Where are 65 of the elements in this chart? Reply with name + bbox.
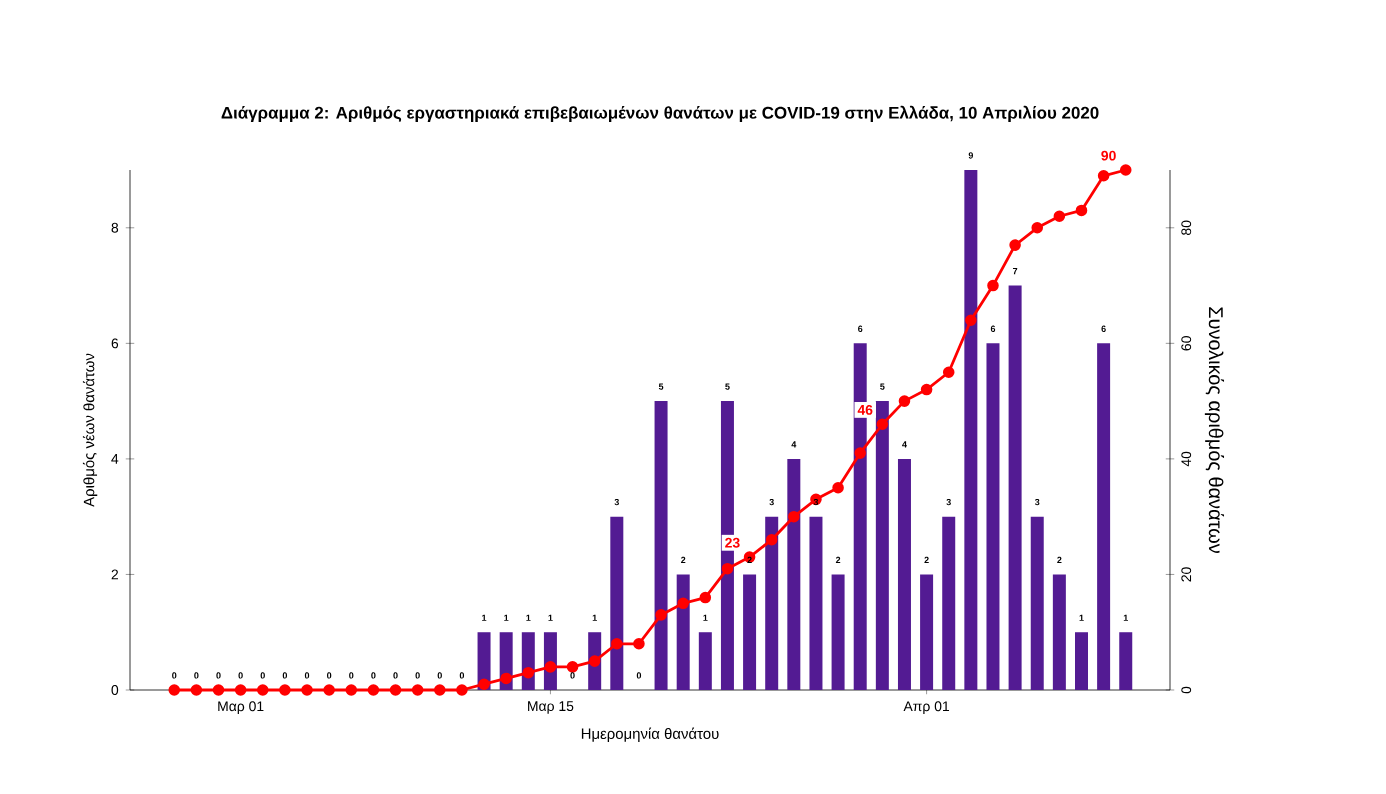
bar <box>875 401 889 690</box>
bar <box>1097 343 1111 690</box>
bar <box>1074 632 1088 690</box>
point <box>876 418 889 431</box>
point <box>500 672 512 685</box>
point <box>256 684 269 696</box>
point <box>788 510 800 523</box>
bar <box>1119 632 1133 690</box>
y2-axis-title: Συνολικός αριθμός θανάτων <box>1204 307 1225 553</box>
point <box>1075 204 1088 217</box>
point <box>1053 210 1066 223</box>
bar <box>1008 285 1022 690</box>
point <box>920 383 933 396</box>
point <box>478 678 490 690</box>
point <box>677 597 689 610</box>
point <box>544 661 557 673</box>
point <box>633 637 645 650</box>
point <box>566 661 579 673</box>
point <box>345 684 358 696</box>
chart-title: Διάγραμμα 2: Αριθμός εργαστηριακά επιβεβαιωμένων θανάτων με COVID-19 στην Ελλάδα, 10 Απριλίου 2020 <box>221 105 1099 123</box>
bar <box>787 458 801 690</box>
point <box>854 447 866 459</box>
point <box>323 684 335 696</box>
point <box>367 684 380 696</box>
bar <box>920 574 934 690</box>
point <box>434 684 446 696</box>
point <box>279 684 291 696</box>
bar <box>964 170 978 690</box>
point <box>699 591 712 604</box>
bar <box>1030 516 1044 690</box>
bar <box>897 458 911 690</box>
point <box>987 279 999 292</box>
point <box>168 684 181 696</box>
point <box>942 366 955 379</box>
point <box>898 395 911 407</box>
bar <box>654 401 668 690</box>
bar <box>942 516 956 690</box>
point <box>611 637 623 650</box>
bar <box>743 574 757 690</box>
bar <box>809 516 823 690</box>
point <box>1031 222 1044 234</box>
point <box>1097 170 1110 182</box>
point <box>721 562 734 575</box>
point <box>655 609 667 621</box>
point <box>1009 239 1021 251</box>
bar <box>765 516 779 690</box>
point <box>389 684 402 696</box>
point <box>190 684 203 696</box>
bar <box>610 516 624 690</box>
bar <box>831 574 845 690</box>
point <box>301 684 313 696</box>
bar <box>1052 574 1066 690</box>
bar <box>698 632 712 690</box>
bar <box>986 343 1000 690</box>
point <box>1119 164 1132 176</box>
point <box>832 482 844 494</box>
point <box>456 684 468 696</box>
point <box>765 534 778 546</box>
point <box>234 684 247 696</box>
point <box>411 684 424 696</box>
point <box>588 655 601 667</box>
point <box>965 314 977 327</box>
point <box>522 666 535 679</box>
point <box>212 684 225 696</box>
bar <box>676 574 690 690</box>
